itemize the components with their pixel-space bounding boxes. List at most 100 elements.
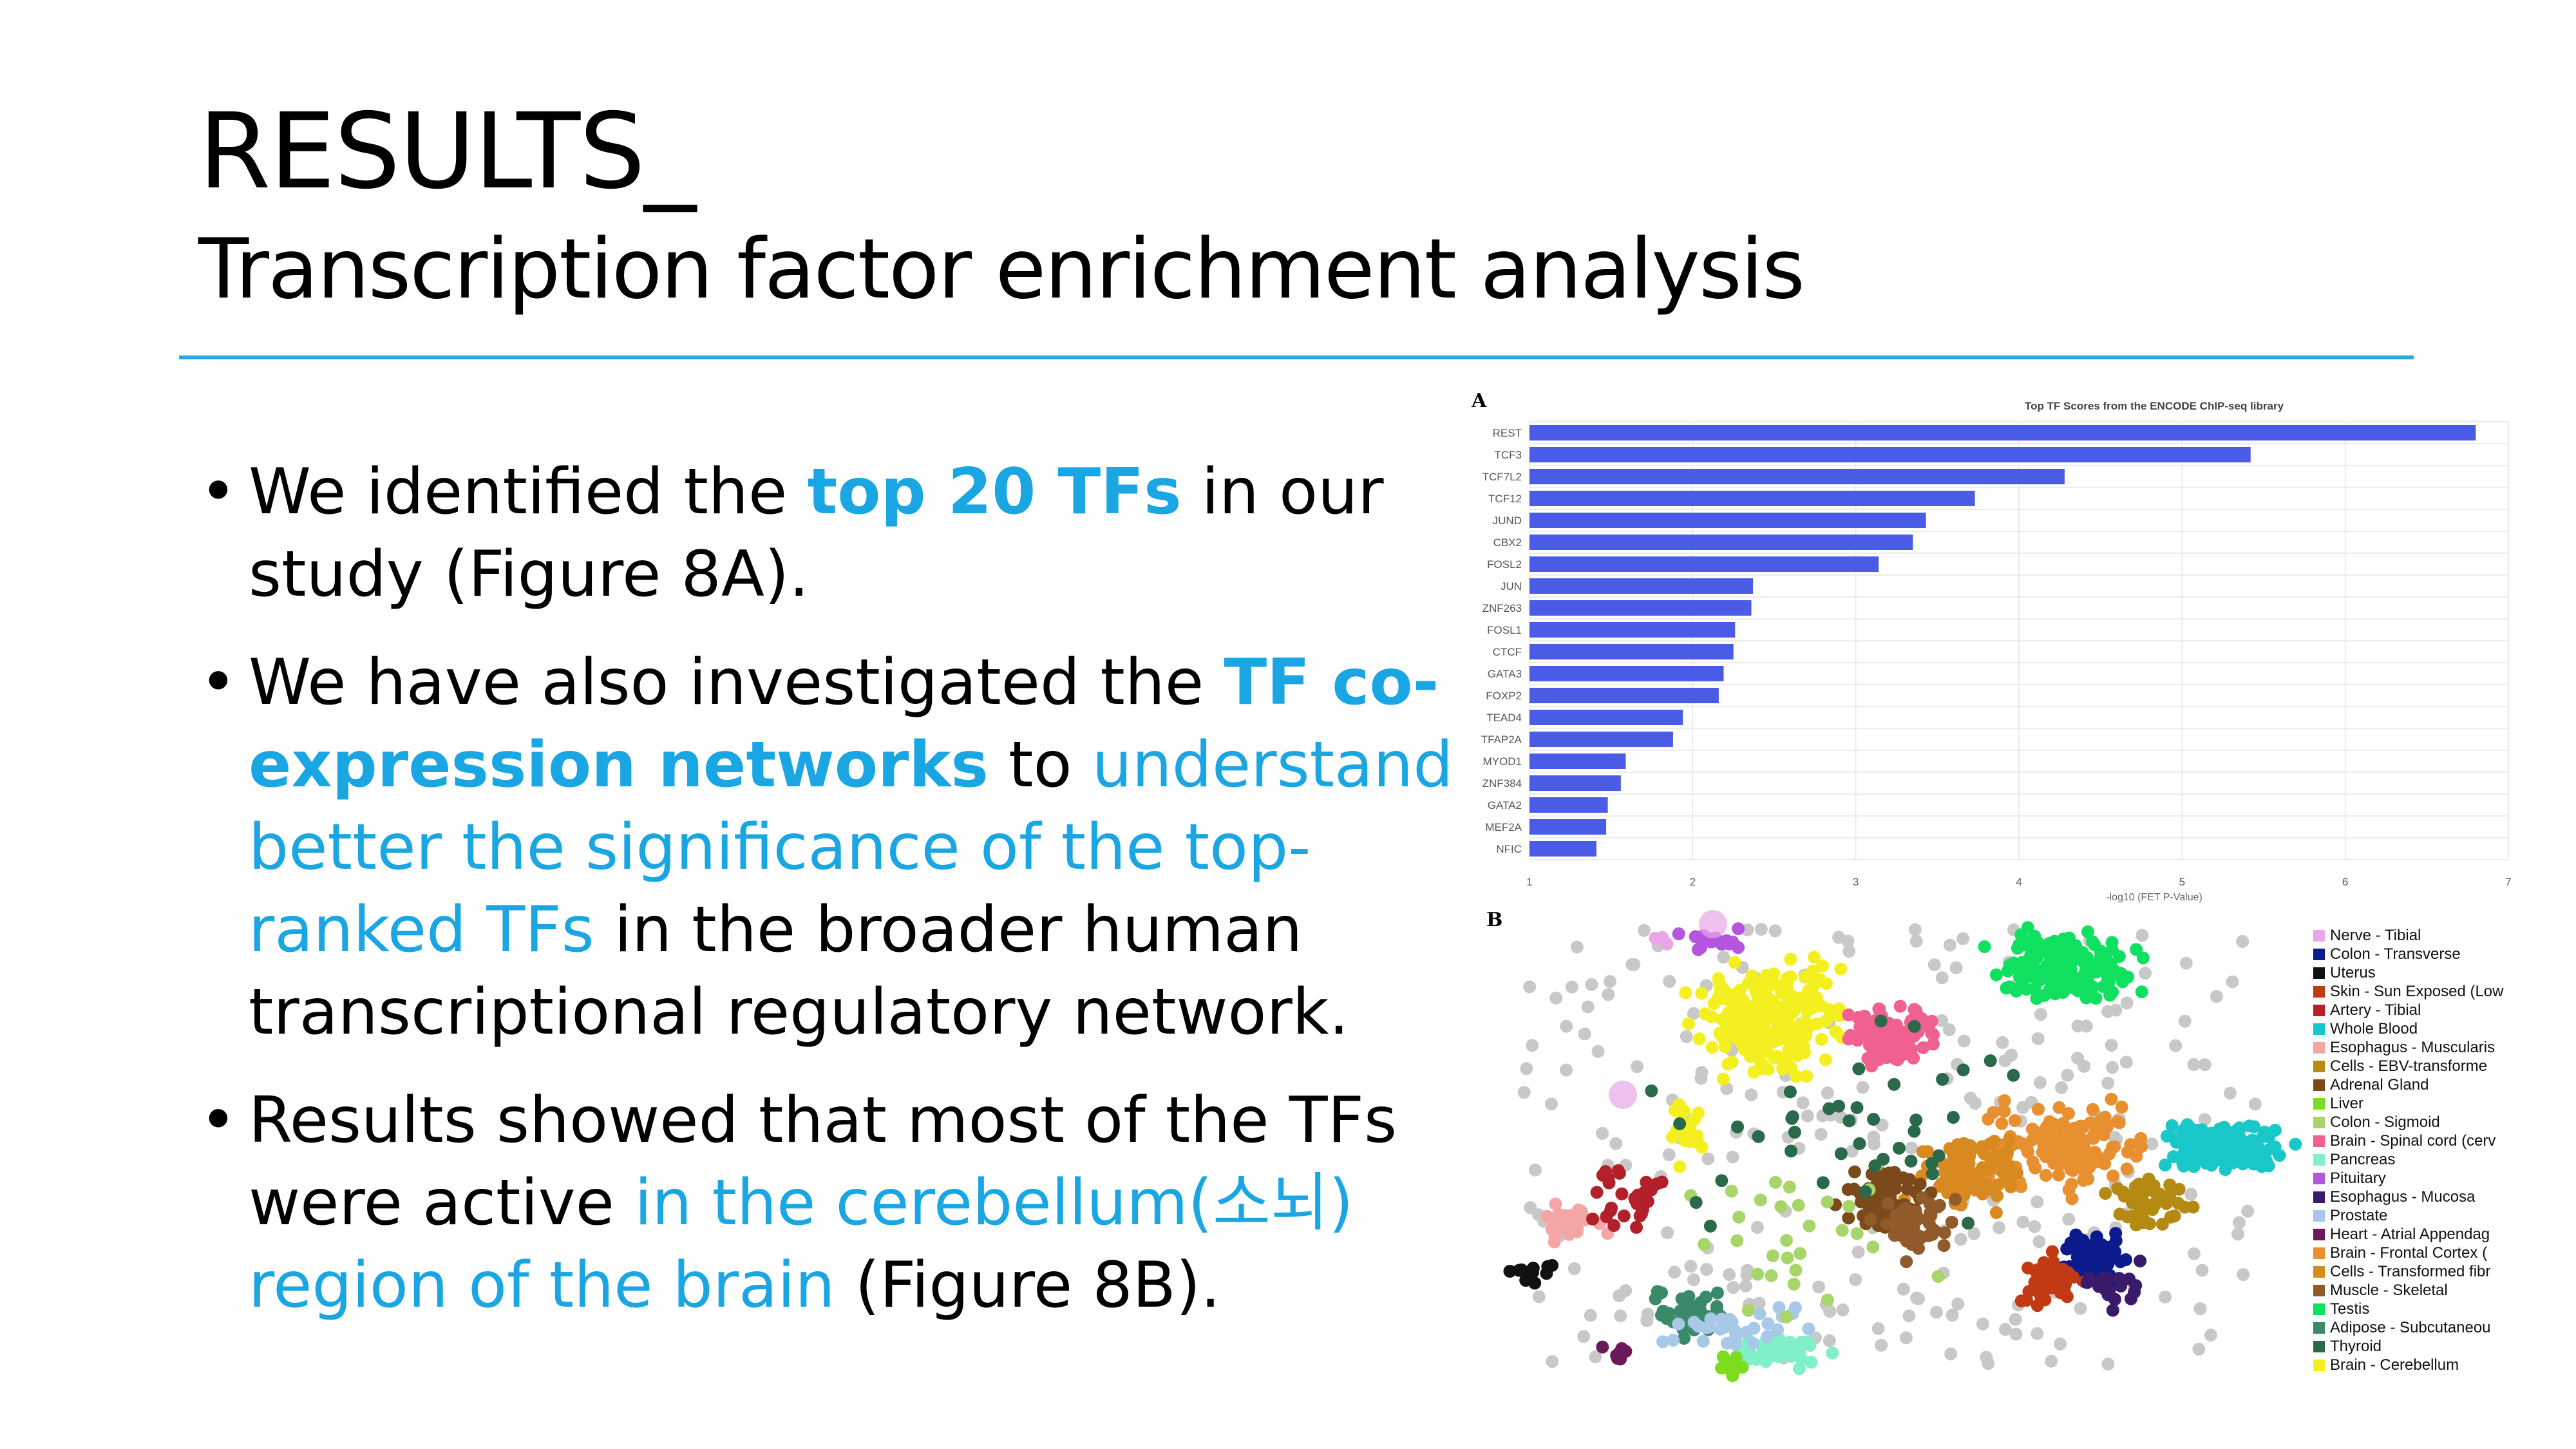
network-dot	[1800, 1070, 1814, 1083]
network-dot	[2105, 1039, 2118, 1052]
network-dot	[1752, 1296, 1766, 1310]
network-dot	[1549, 1197, 1562, 1211]
network-dot	[2086, 935, 2099, 949]
network-dot	[2062, 967, 2076, 981]
legend-label: Adrenal Gland	[2330, 1076, 2429, 1094]
network-dot	[2242, 1119, 2256, 1133]
network-dot	[1900, 1255, 1913, 1269]
network-dot	[2078, 1059, 2091, 1073]
network-dot	[1715, 1361, 1728, 1375]
legend-swatch	[2313, 929, 2325, 942]
network-dot	[2226, 1135, 2239, 1149]
figure-a-bar-chart: A Top TF Scores from the ENCODE ChIP-seq…	[1471, 390, 2512, 903]
network-dot	[1725, 1056, 1739, 1069]
chart-bars	[1530, 425, 2476, 857]
legend-item: Pituitary	[2313, 1169, 2513, 1188]
network-dot	[2094, 1117, 2108, 1131]
network-dot	[2076, 1233, 2090, 1247]
x-tick-label: 1	[1526, 876, 1532, 888]
network-dot	[1528, 1163, 1542, 1177]
network-dot	[1741, 1303, 1755, 1317]
network-dot	[1590, 1186, 1604, 1199]
bullet-2: We have also investigated the TF co-expr…	[200, 641, 1462, 1054]
network-dot	[1900, 1182, 1914, 1196]
network-dot	[1681, 1017, 1695, 1030]
network-dot	[1649, 1292, 1662, 1305]
legend-swatch	[2313, 1265, 2325, 1278]
network-dot	[1861, 1052, 1875, 1065]
bar-fosl2	[1530, 556, 1879, 572]
network-dot	[1559, 1063, 1573, 1077]
network-dot	[1768, 1175, 1782, 1189]
network-dot	[1957, 1034, 1971, 1048]
network-dot	[1836, 1303, 1850, 1316]
network-dot	[1753, 1307, 1766, 1320]
network-dot	[1826, 1346, 1839, 1359]
bar-nfic	[1530, 841, 1596, 857]
network-dot	[1665, 1130, 1679, 1144]
network-dot	[2165, 1184, 2179, 1198]
network-dot	[1672, 1317, 1685, 1331]
network-dot	[1969, 1097, 1982, 1110]
network-dot	[1834, 962, 1848, 976]
network-dot	[1692, 1032, 1706, 1046]
network-dot	[2034, 1008, 2047, 1021]
bar-jun	[1530, 578, 1754, 594]
network-dot	[2116, 1185, 2130, 1198]
network-dot	[1931, 1270, 1945, 1283]
network-dot	[1772, 1301, 1786, 1314]
legend-swatch	[2313, 1321, 2325, 1334]
y-tick-label: TCF7L2	[1482, 471, 1522, 483]
bar-jund	[1530, 513, 1926, 528]
network-dot	[1803, 990, 1816, 1004]
network-dot	[1613, 1166, 1626, 1180]
network-dot	[1823, 1305, 1837, 1318]
network-dot	[1752, 992, 1765, 1006]
network-dot	[2045, 1245, 2059, 1258]
network-dot	[2101, 1288, 2115, 1302]
network-dot	[2084, 1244, 2098, 1257]
network-dot	[2008, 1114, 2022, 1128]
network-dot	[2186, 1200, 2200, 1214]
title-divider	[179, 355, 2414, 359]
network-dot	[1668, 1265, 1681, 1279]
bar-mef2a	[1530, 819, 1607, 835]
network-dot	[1752, 1130, 1765, 1143]
network-dot	[2056, 1117, 2070, 1130]
network-dot	[1888, 1077, 1901, 1091]
network-dot	[2120, 1162, 2134, 1176]
network-dot	[1884, 1030, 1897, 1044]
network-dot	[2009, 1312, 2022, 1326]
network-dot	[1570, 940, 1584, 954]
network-dot	[1990, 1148, 2003, 1162]
y-tick-label: CBX2	[1493, 536, 1522, 549]
network-dot	[1913, 1177, 1927, 1191]
network-dot	[1937, 1238, 1951, 1252]
figure-b-network-map: B	[1486, 909, 2302, 1383]
network-dot	[1714, 983, 1727, 996]
bullet-2-text-1: We have also investigated the	[249, 646, 1224, 719]
network-dot	[1767, 967, 1781, 981]
bar-tfap2a	[1530, 732, 1673, 747]
network-dot	[1634, 1207, 1648, 1220]
network-dot	[1904, 1154, 1918, 1168]
network-dot	[2067, 1121, 2081, 1135]
network-dot	[1567, 1262, 1581, 1275]
network-dot	[2045, 1140, 2058, 1153]
network-dot	[1853, 1020, 1867, 1034]
y-tick-label: TCF3	[1495, 449, 1522, 461]
network-dot	[1770, 1343, 1784, 1356]
legend-item: Cells - Transformed fibr	[2313, 1262, 2513, 1281]
bullet-list: We identified the top 20 TFs in our stud…	[200, 451, 1462, 1352]
network-dot	[1645, 1084, 1658, 1097]
network-dot	[1589, 1350, 1602, 1363]
network-dot	[1630, 1220, 1643, 1234]
network-dot	[1868, 1043, 1882, 1057]
network-dot	[2088, 958, 2101, 972]
legend-item: Adrenal Gland	[2313, 1075, 2513, 1094]
legend-label: Liver	[2330, 1095, 2364, 1112]
network-dot	[1814, 1128, 1828, 1141]
y-tick-label: FOSL1	[1487, 624, 1522, 636]
network-dot	[1914, 1231, 1927, 1245]
legend-label: Esophagus - Muscularis	[2330, 1039, 2496, 1056]
